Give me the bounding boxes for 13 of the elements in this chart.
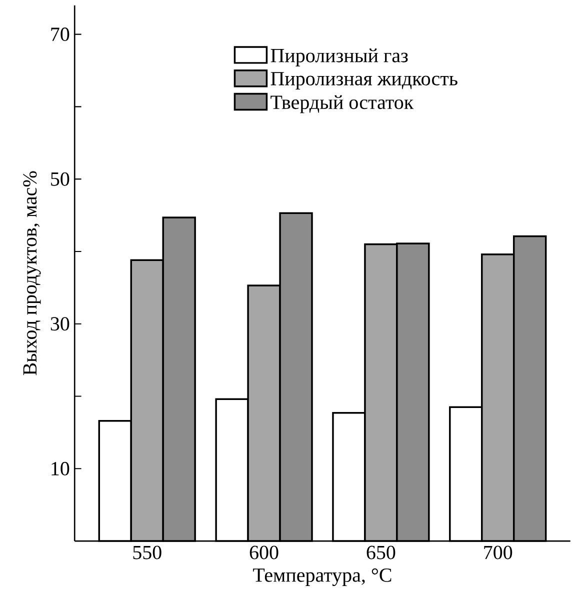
legend-label: Пиролизная жидкость (270, 72, 458, 90)
y-axis-title: Выход продуктов, мас% (23, 171, 41, 376)
legend-label: Твердый остаток (270, 95, 414, 114)
x-tick-label: 650 (366, 546, 396, 560)
x-tick-label: 600 (250, 546, 278, 560)
y-tick-label: 10 (52, 462, 70, 476)
x-tick-label: 550 (133, 546, 162, 560)
y-tick-label: 50 (51, 172, 70, 186)
legend-label: Пиролизный газ (270, 48, 408, 66)
y-tick-label: 70 (51, 28, 70, 42)
y-tick-label: 30 (51, 317, 70, 331)
x-axis-title: Температура, °C (253, 568, 392, 586)
x-tick-label: 700 (484, 546, 512, 560)
